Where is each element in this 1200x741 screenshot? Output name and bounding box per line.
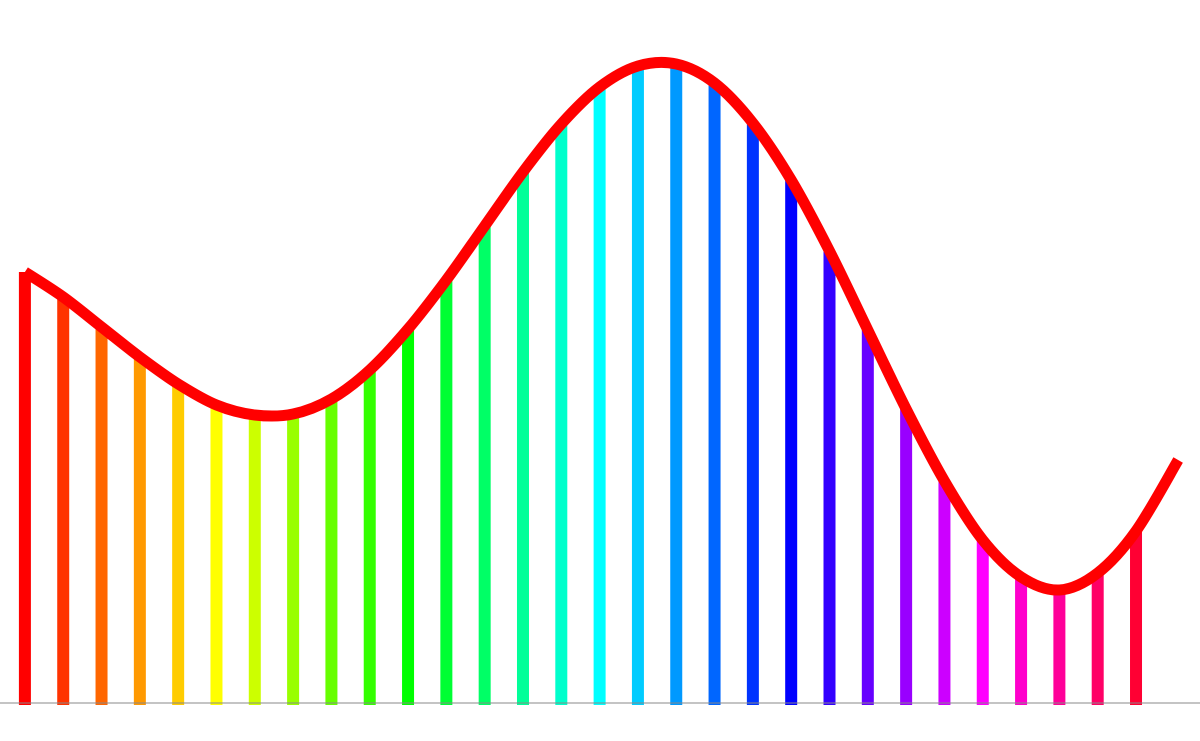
bar — [1091, 573, 1104, 705]
bar — [938, 481, 951, 705]
bar — [18, 272, 31, 705]
bar — [57, 297, 70, 705]
bar — [325, 399, 338, 705]
bar — [248, 415, 261, 705]
bar — [172, 384, 185, 705]
bar — [555, 124, 568, 705]
bar — [746, 123, 759, 705]
bar — [478, 226, 491, 705]
bar — [133, 357, 146, 705]
bar — [1130, 531, 1143, 705]
bar — [516, 172, 529, 705]
bar — [210, 405, 223, 705]
curve — [21, 56, 1183, 596]
bar — [95, 327, 108, 705]
bar — [363, 370, 376, 705]
bar — [1015, 577, 1028, 705]
bar — [287, 414, 300, 705]
bar — [440, 280, 453, 705]
bar — [823, 251, 836, 705]
bar — [631, 66, 644, 705]
bar — [785, 180, 798, 705]
bar — [861, 330, 874, 705]
bar — [670, 64, 683, 705]
bar — [976, 540, 989, 705]
bar — [708, 83, 721, 705]
bar — [900, 409, 913, 705]
bar — [593, 87, 606, 705]
bar — [402, 329, 415, 705]
bar — [1053, 590, 1066, 705]
